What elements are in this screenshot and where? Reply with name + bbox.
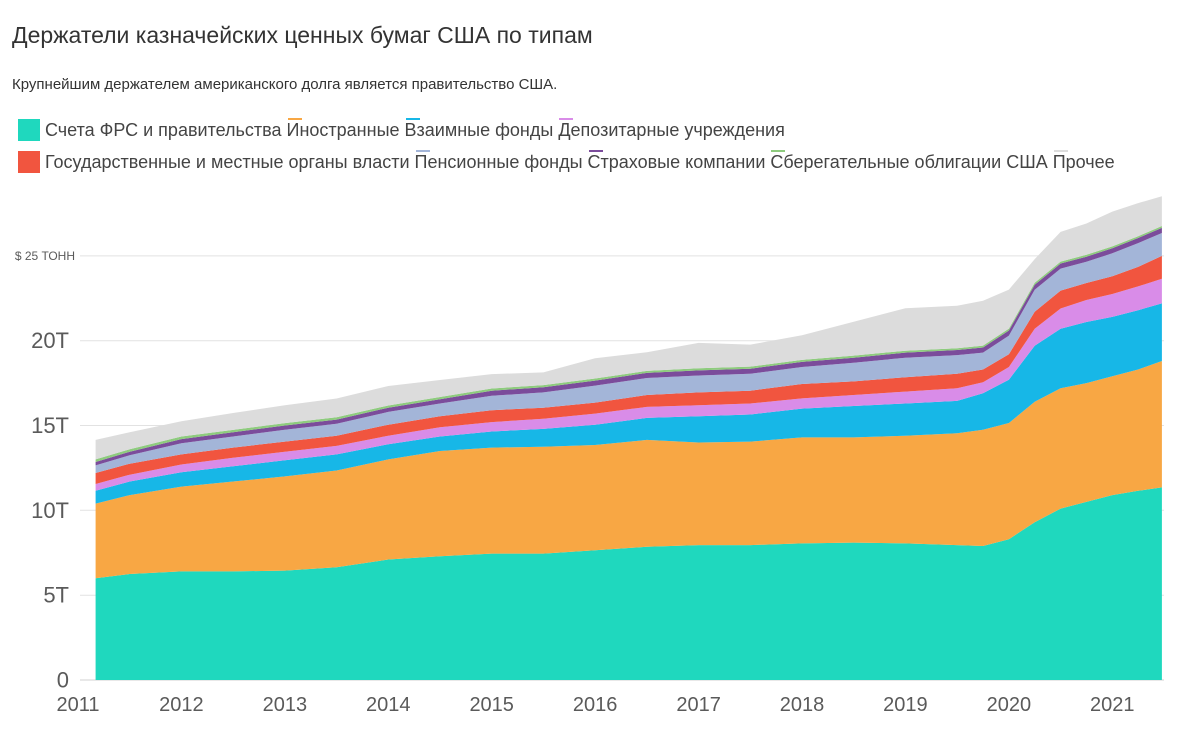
legend-item-fed-govt-accounts: Счета ФРС и правительства	[18, 118, 282, 142]
legend-label-insurance: Страховые компании	[587, 151, 766, 172]
x-tick-label-2011: 2011	[56, 694, 99, 716]
legend-item-other: Прочее	[1053, 150, 1115, 174]
legend-item-savings-bonds: Сберегательные облигации США	[770, 150, 1048, 174]
legend-label-foreign: Иностранные	[286, 119, 400, 140]
legend-label-mutual-funds: Взаимные фонды	[404, 119, 554, 140]
legend-label-savings-bonds: Сберегательные облигации США	[770, 151, 1048, 172]
area-series-2	[95, 303, 1162, 504]
legend-label-other: Прочее	[1052, 151, 1115, 172]
x-tick-label-2013: 2013	[263, 694, 308, 716]
legend-swatch-pension-funds	[415, 150, 430, 152]
y-axis: 0 5T 10T 15T 20T $ 25 ТОНН	[15, 249, 75, 693]
legend-swatch-savings-bonds	[771, 150, 786, 152]
legend-swatch-state-local	[18, 151, 40, 173]
y-tick-label-25: $ 25 ТОНН	[15, 249, 75, 263]
x-axis: 2011 2012 2013 2014 2015 2016 2017 2018 2019 2020…	[56, 694, 1134, 716]
area-series-4	[95, 255, 1162, 484]
legend-item-state-local: Государственные и местные органы власти	[18, 150, 410, 174]
y-tick-label-0: 0	[57, 668, 69, 693]
x-tick-label-2019: 2019	[883, 694, 928, 716]
legend-item-depository: Депозитарные учреждения	[558, 118, 785, 142]
y-tick-label-10: 10T	[31, 498, 69, 523]
x-tick-label-2012: 2012	[159, 694, 204, 716]
x-tick-label-2021: 2021	[1090, 694, 1135, 716]
y-tick-label-5: 5T	[43, 583, 69, 608]
x-tick-label-2017: 2017	[676, 694, 721, 716]
area-series-3	[95, 278, 1162, 491]
legend-item-mutual-funds: Взаимные фонды	[404, 118, 554, 142]
legend-swatch-fed-govt-accounts	[18, 119, 40, 141]
area-series-8	[95, 196, 1162, 460]
legend-label-depository: Депозитарные учреждения	[558, 119, 785, 140]
legend-item-insurance: Страховые компании	[587, 150, 766, 174]
series-areas	[95, 196, 1162, 680]
legend-item-foreign: Иностранные	[287, 118, 400, 142]
y-tick-label-15: 15T	[31, 413, 69, 438]
legend-swatch-other	[1053, 150, 1068, 152]
legend-row-2: Государственные и местные органы власти …	[18, 150, 1120, 174]
y-tick-label-20: 20T	[31, 328, 69, 353]
x-tick-label-2016: 2016	[573, 694, 618, 716]
legend-swatch-foreign	[287, 118, 302, 120]
legend-label-pension-funds: Пенсионные фонды	[414, 151, 583, 172]
x-tick-label-2020: 2020	[987, 694, 1032, 716]
x-tick-label-2018: 2018	[780, 694, 825, 716]
chart-subtitle: Крупнейшим держателем американского долг…	[12, 76, 558, 93]
legend-swatch-mutual-funds	[405, 118, 420, 120]
chart-title: Держатели казначейских ценных бумаг США …	[12, 22, 593, 48]
legend-swatch-insurance	[588, 150, 603, 152]
area-series-0	[95, 487, 1162, 680]
legend-row-1: Счета ФРС и правительства Иностранные Вз…	[18, 118, 790, 142]
legend-label-fed-govt-accounts: Счета ФРС и правительства	[45, 119, 282, 140]
legend-swatch-depository	[559, 118, 574, 120]
legend-item-pension-funds: Пенсионные фонды	[415, 150, 583, 174]
area-series-5	[95, 233, 1162, 473]
area-series-1	[95, 361, 1162, 579]
x-tick-label-2014: 2014	[366, 694, 411, 716]
legend-label-state-local: Государственные и местные органы власти	[45, 151, 410, 172]
x-tick-label-2015: 2015	[469, 694, 514, 716]
